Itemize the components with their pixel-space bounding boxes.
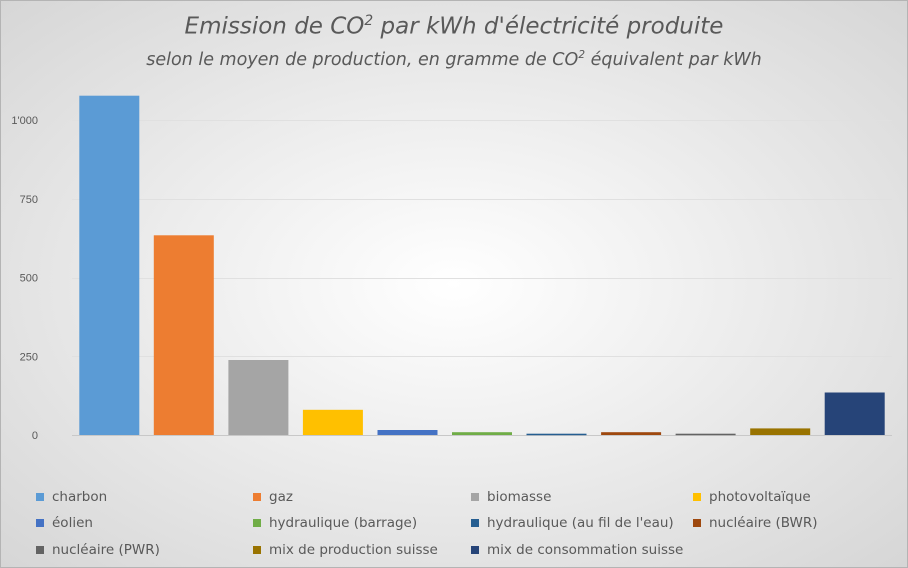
bar: [824, 392, 885, 435]
bar: [750, 428, 811, 435]
y-tick-label: 250: [20, 351, 38, 363]
bar: [526, 433, 587, 436]
bar: [228, 360, 289, 435]
chart-title: Emission de CO2 par kWh d'électricité pr…: [184, 13, 724, 40]
bar: [153, 235, 214, 435]
bar: [452, 432, 512, 435]
y-tick-label: 500: [20, 273, 38, 285]
chart-subtitle: selon le moyen de production, en gramme …: [146, 49, 762, 70]
y-tick-label: 0: [32, 430, 38, 442]
bar: [601, 432, 662, 435]
bar: [79, 95, 140, 435]
y-tick-label: 750: [20, 194, 38, 206]
y-tick-label: 1'000: [11, 115, 38, 127]
bar: [302, 409, 363, 435]
bar: [377, 430, 438, 435]
bar: [675, 433, 736, 436]
